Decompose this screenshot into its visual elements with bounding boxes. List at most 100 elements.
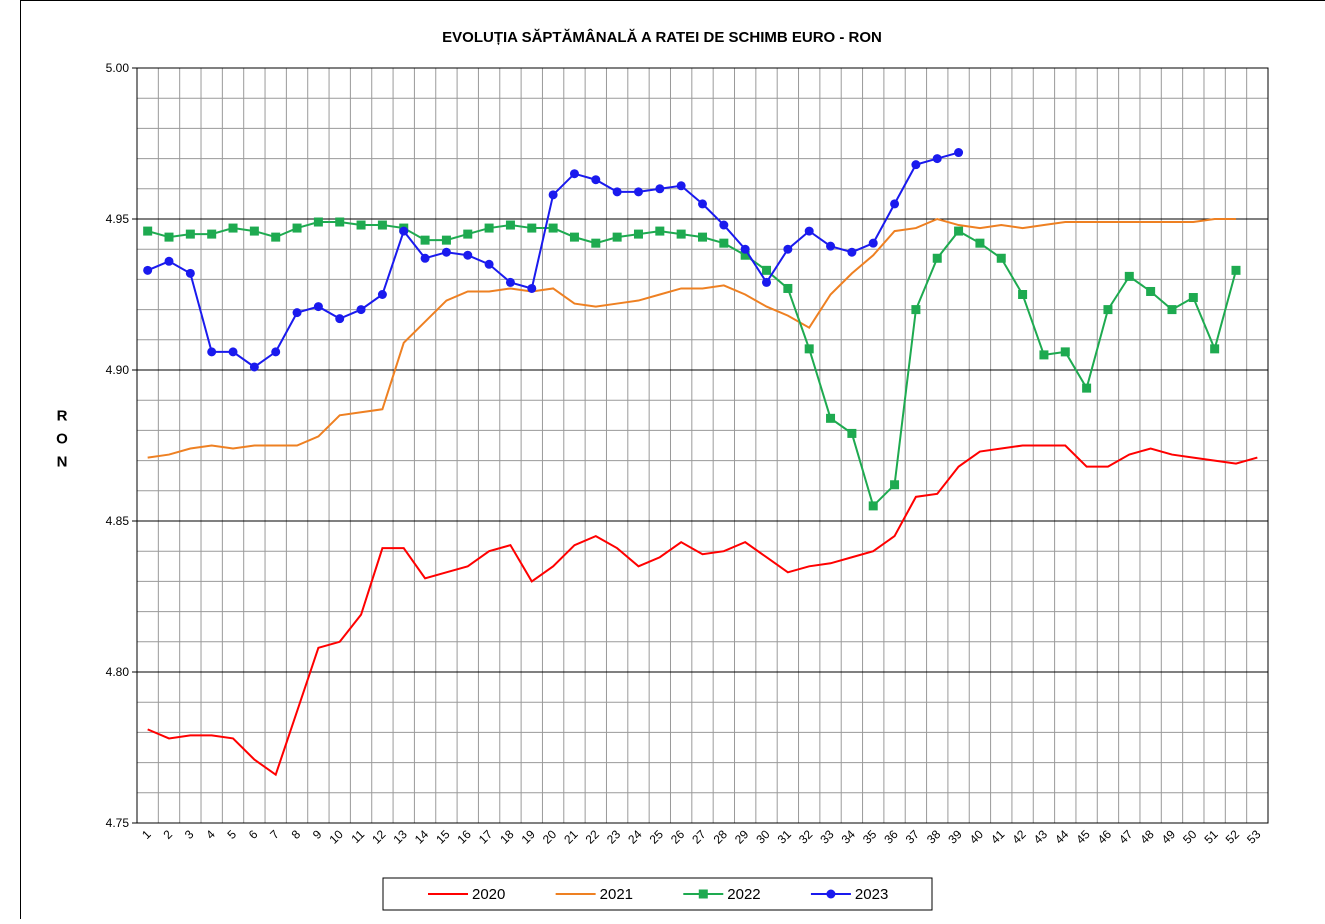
marker [207, 347, 216, 356]
x-tick-label: 22 [583, 827, 603, 847]
x-tick-label: 16 [455, 827, 475, 847]
marker [549, 190, 558, 199]
marker [314, 302, 323, 311]
marker [634, 230, 643, 239]
marker [933, 254, 942, 263]
x-tick-label: 36 [881, 827, 901, 847]
x-tick-label: 14 [412, 827, 432, 847]
marker [442, 248, 451, 257]
marker [165, 233, 174, 242]
x-tick-label: 43 [1031, 827, 1051, 847]
plot-area [137, 68, 1268, 823]
x-tick-label: 20 [540, 827, 560, 847]
marker [933, 154, 942, 163]
x-tick-label: 35 [860, 827, 880, 847]
marker [1082, 384, 1091, 393]
y-tick-label: 4.90 [106, 363, 130, 377]
marker [357, 221, 366, 230]
x-tick-label: 23 [604, 827, 624, 847]
marker [954, 148, 963, 157]
marker [613, 187, 622, 196]
marker [762, 266, 771, 275]
marker [847, 429, 856, 438]
x-tick-label: 18 [497, 827, 517, 847]
marker [591, 239, 600, 248]
marker [677, 181, 686, 190]
marker [570, 233, 579, 242]
marker [890, 480, 899, 489]
x-tick-label: 1 [139, 827, 154, 842]
marker [911, 160, 920, 169]
x-tick-label: 19 [519, 827, 539, 847]
x-tick-label: 13 [391, 827, 411, 847]
marker [699, 890, 708, 899]
marker [783, 245, 792, 254]
marker [890, 199, 899, 208]
marker [634, 187, 643, 196]
legend-label: 2020 [472, 886, 505, 903]
x-tick-label: 24 [625, 827, 645, 847]
x-tick-label: 50 [1180, 827, 1200, 847]
marker [421, 254, 430, 263]
marker [677, 230, 686, 239]
marker [698, 233, 707, 242]
marker [250, 227, 259, 236]
marker [229, 224, 238, 233]
marker [335, 218, 344, 227]
y-tick-label: 4.95 [106, 212, 130, 226]
y-tick-label: 4.85 [106, 514, 130, 528]
marker [378, 290, 387, 299]
marker [741, 245, 750, 254]
x-tick-label: 45 [1073, 827, 1093, 847]
x-tick-label: 44 [1052, 827, 1072, 847]
marker [506, 221, 515, 230]
x-tick-label: 26 [668, 827, 688, 847]
marker [655, 184, 664, 193]
marker [869, 501, 878, 510]
marker [719, 239, 728, 248]
x-tick-label: 21 [561, 827, 581, 847]
marker [186, 269, 195, 278]
marker [506, 278, 515, 287]
x-tick-label: 38 [924, 827, 944, 847]
marker [1039, 350, 1048, 359]
marker [293, 224, 302, 233]
marker [421, 236, 430, 245]
marker [399, 227, 408, 236]
x-tick-label: 6 [246, 827, 261, 842]
y-tick-label: 4.80 [106, 665, 130, 679]
marker [997, 254, 1006, 263]
y-axis-label: RON [54, 408, 71, 477]
legend-label: 2022 [727, 886, 760, 903]
marker [719, 221, 728, 230]
marker [314, 218, 323, 227]
y-tick-label: 5.00 [106, 61, 130, 75]
x-tick-label: 40 [967, 827, 987, 847]
marker [591, 175, 600, 184]
x-tick-label: 48 [1137, 827, 1157, 847]
marker [527, 284, 536, 293]
legend-label: 2023 [855, 886, 888, 903]
x-tick-label: 11 [348, 827, 367, 846]
marker [869, 239, 878, 248]
marker [762, 278, 771, 287]
marker [165, 257, 174, 266]
marker [1189, 293, 1198, 302]
marker [1103, 305, 1112, 314]
x-tick-label: 31 [775, 827, 795, 847]
x-tick-label: 28 [711, 827, 731, 847]
x-tick-label: 42 [1009, 827, 1029, 847]
marker [655, 227, 664, 236]
marker [271, 347, 280, 356]
marker [549, 224, 558, 233]
x-tick-label: 5 [225, 827, 240, 842]
marker [143, 227, 152, 236]
x-tick-label: 17 [476, 827, 496, 847]
x-tick-label: 12 [369, 827, 389, 847]
x-tick-label: 33 [817, 827, 837, 847]
marker [698, 199, 707, 208]
chart-title: EVOLUȚIA SĂPTĂMÂNALĂ A RATEI DE SCHIMB E… [442, 28, 882, 46]
marker [911, 305, 920, 314]
marker [847, 248, 856, 257]
x-tick-label: 39 [945, 827, 965, 847]
